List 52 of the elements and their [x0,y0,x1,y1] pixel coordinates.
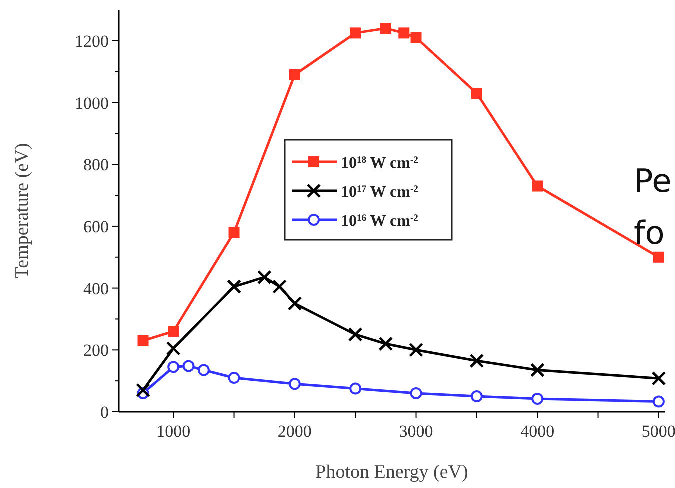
point [409,342,424,358]
point [138,335,149,346]
point [168,361,180,374]
point [350,382,362,395]
legend-label: 10$^{17}$ W cm$^{-2}$ [341,184,419,201]
point [348,327,363,342]
point [410,32,422,44]
point [653,252,664,263]
x-tick-label: 2000 [278,422,312,441]
legend-label: 10$^{18}$ W cm$^{-2}$ [341,154,419,172]
point [530,363,545,378]
point [532,393,544,406]
point [471,88,482,99]
point [227,280,242,294]
annotation: Pe [634,162,672,200]
y-tick-label: 200 [84,341,109,360]
point [228,372,240,384]
point [378,336,394,352]
point [470,354,484,368]
y-tick-label: 600 [84,217,109,236]
legend-label: 10$^{16}$ W cm$^{-2}$ [341,212,419,230]
x-axis-title: Photon Energy (eV) [316,462,468,483]
point [470,390,483,403]
point [288,378,301,390]
point [228,227,240,238]
point [257,270,272,285]
annotation: fo [634,214,665,252]
y-tick-label: 1200 [75,32,109,51]
y-tick-label: 1000 [75,94,109,113]
point [289,69,300,80]
point [168,326,180,338]
y-tick-label: 0 [100,403,109,422]
point [380,23,392,34]
y-tick-label: 400 [84,279,109,298]
point [198,364,210,376]
x-tick-label: 1000 [156,422,191,441]
x-tick-label: 5000 [642,422,675,441]
y-axis-title: Temperature (eV) [12,143,33,279]
point [182,360,195,372]
point [272,280,288,294]
point [398,28,410,39]
x-tick-label: 3000 [399,422,434,441]
point [288,296,302,312]
point [652,371,666,386]
point [652,396,665,408]
point [166,341,181,356]
point [532,180,544,192]
point [136,383,151,398]
y-tick-label: 800 [84,156,109,175]
x-tick-label: 4000 [520,422,555,441]
point [350,28,362,39]
point [410,387,422,400]
